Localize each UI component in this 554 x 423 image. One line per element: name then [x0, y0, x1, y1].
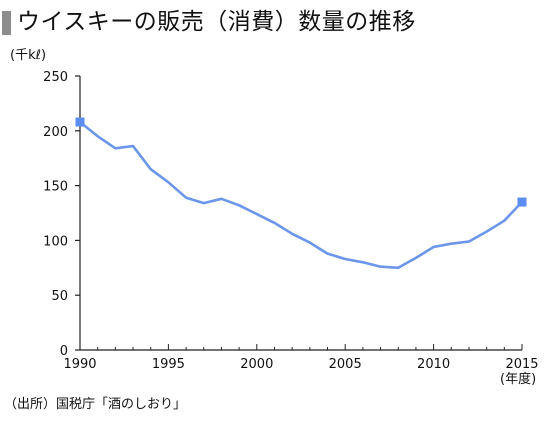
x-tick-label: 2005	[329, 357, 362, 372]
title-accent-bar	[2, 11, 11, 35]
y-tick-label: 50	[51, 289, 68, 304]
chart-title: ウイスキーの販売（消費）数量の推移	[17, 9, 416, 35]
source-note: （出所）国税庁「酒のしおり」	[4, 397, 187, 412]
y-tick-label: 150	[43, 180, 68, 195]
x-tick-label: 2015	[505, 357, 538, 372]
y-tick-label: 0	[60, 344, 68, 359]
x-axis-unit-label: (年度)	[500, 372, 537, 387]
y-axis-ticks: 0 50 100 150 200 250	[43, 70, 80, 359]
data-point-marker	[75, 117, 85, 127]
marker-layer	[75, 117, 527, 207]
series-line	[78, 120, 524, 270]
chart-axes	[79, 76, 522, 351]
y-tick-label: 200	[43, 125, 68, 140]
data-point-marker	[517, 197, 527, 207]
series-layer	[78, 120, 524, 270]
x-tick-label: 2010	[417, 357, 450, 372]
y-axis-unit-label: (千kℓ)	[10, 48, 47, 63]
x-tick-label: 1990	[63, 357, 96, 372]
x-axis-ticks: 1990 1995 2000 2005 2010 2015	[63, 344, 539, 372]
y-tick-label: 100	[43, 234, 68, 249]
x-tick-label: 1995	[152, 357, 185, 372]
x-tick-label: 2000	[240, 357, 273, 372]
y-tick-label: 250	[43, 70, 68, 85]
